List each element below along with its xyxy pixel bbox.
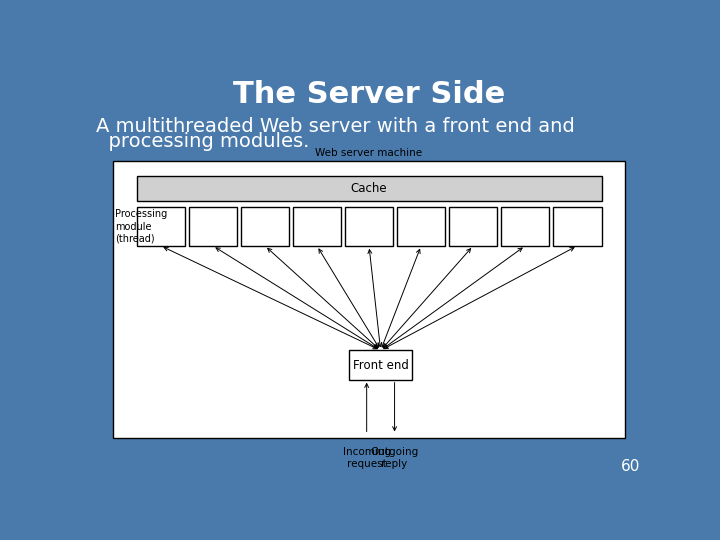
- Text: 60: 60: [621, 460, 640, 475]
- Bar: [113, 161, 625, 438]
- Text: Cache: Cache: [351, 183, 387, 195]
- Bar: [501, 207, 549, 246]
- Bar: [345, 207, 393, 246]
- Text: Web server machine: Web server machine: [315, 148, 423, 158]
- Text: processing modules.: processing modules.: [96, 132, 310, 151]
- Text: Processing
module
(thread): Processing module (thread): [114, 209, 167, 244]
- Text: Incoming
request: Incoming request: [343, 448, 391, 469]
- Bar: [137, 207, 185, 246]
- Bar: [240, 207, 289, 246]
- Bar: [349, 350, 413, 380]
- Bar: [553, 207, 601, 246]
- Text: A multithreaded Web server with a front end and: A multithreaded Web server with a front …: [96, 117, 575, 136]
- Text: The Server Side: The Server Side: [233, 79, 505, 109]
- Bar: [449, 207, 498, 246]
- Bar: [189, 207, 237, 246]
- Bar: [397, 207, 445, 246]
- Text: Front end: Front end: [353, 359, 408, 372]
- Text: Outgoing
reply: Outgoing reply: [371, 448, 419, 469]
- Bar: [137, 177, 601, 201]
- Bar: [293, 207, 341, 246]
